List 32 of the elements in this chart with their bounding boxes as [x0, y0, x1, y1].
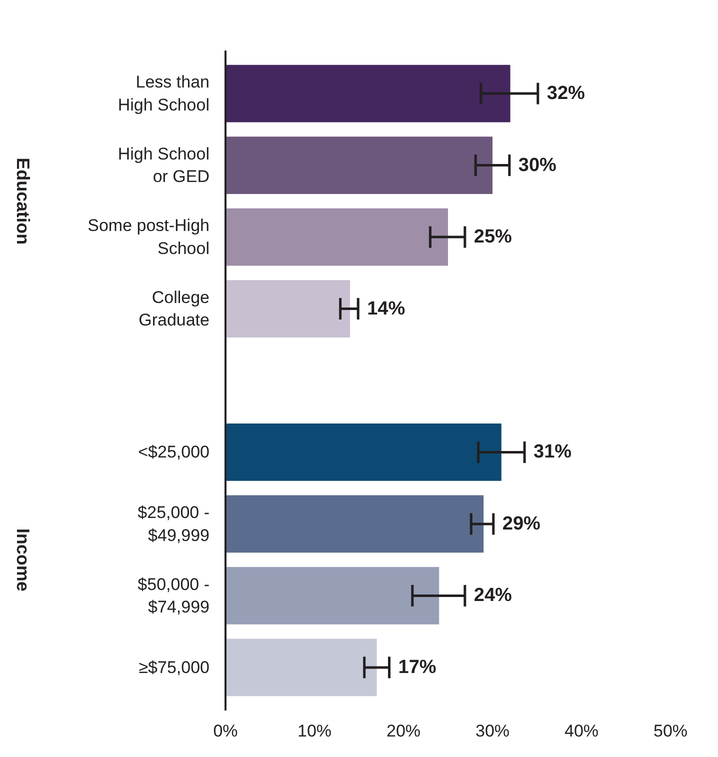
x-tick-label: 10% [297, 722, 332, 740]
bar [226, 64, 510, 122]
x-tick-label: 20% [386, 722, 421, 740]
text: Income [13, 528, 33, 592]
data-label: 17% [398, 656, 436, 678]
y-tick-label: $25,000 - $49,999 [138, 503, 210, 545]
data-label: 32% [546, 83, 586, 104]
bar [226, 638, 377, 696]
bar [226, 208, 448, 266]
bar [226, 136, 492, 194]
data-label: 29% [502, 513, 541, 534]
x-tick-label: 30% [475, 722, 510, 740]
data-label: 25% [474, 226, 512, 248]
y-tick-label: $50,000 - $74,999 [138, 574, 210, 617]
x-tick-label: 40% [564, 722, 599, 740]
bar [226, 424, 502, 481]
bar [226, 567, 440, 624]
y-tick-label: Some post-High School [88, 216, 210, 258]
y-tick-label: High School or GED [118, 144, 210, 186]
y-tick-label: Less than High School [118, 72, 210, 114]
x-tick-label: 0% [213, 722, 238, 740]
data-label: 14% [367, 298, 406, 320]
bar [226, 495, 484, 553]
x-tick-label: 50% [653, 722, 688, 740]
y-tick-label: ≥$75,000 [138, 658, 210, 677]
data-label: 24% [474, 585, 512, 606]
data-label: 30% [518, 154, 557, 176]
data-label: 31% [534, 442, 572, 463]
y-tick-label: <$25,000 [138, 442, 210, 462]
text: Education [13, 158, 33, 245]
bar [226, 280, 350, 338]
y-tick-label: College Graduate [138, 288, 210, 330]
